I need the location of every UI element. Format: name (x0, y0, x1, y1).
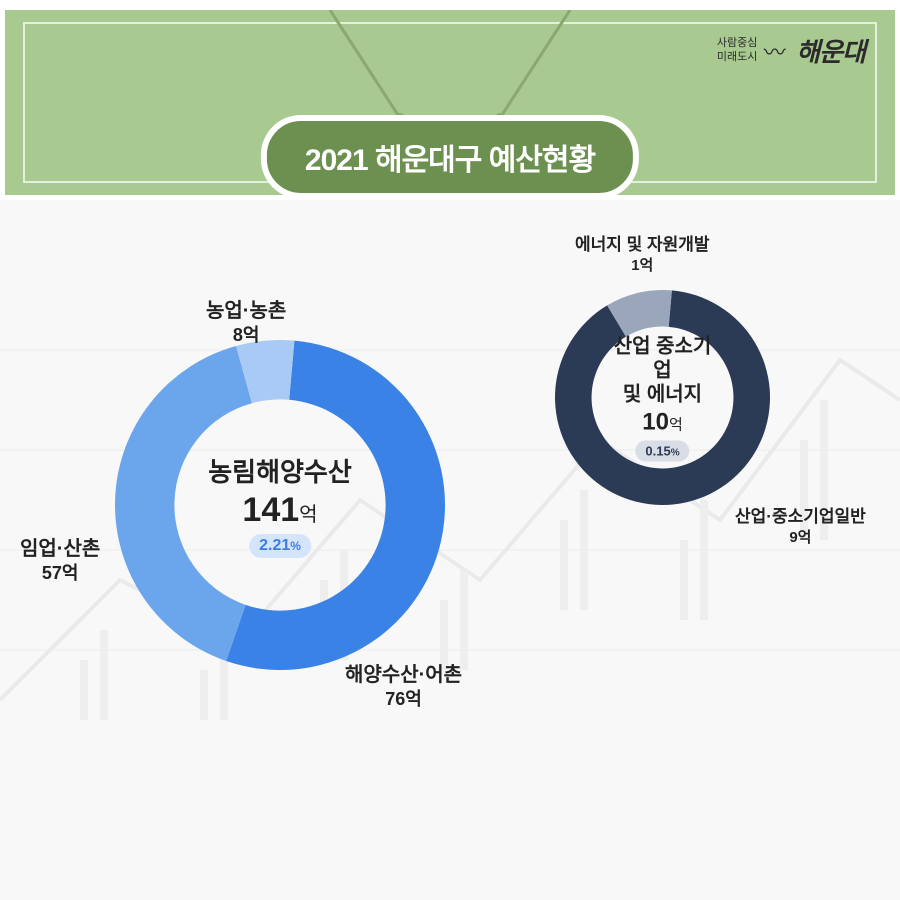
donut1-title: 농림해양수산 (208, 452, 352, 489)
donut1-label-2: 농업·농촌 8억 (206, 298, 286, 347)
donut2-title: 산업 중소기업 및 에너지 (609, 334, 717, 406)
donut2-percent: 0.15 (645, 443, 670, 458)
donut1-total-unit: 억 (299, 504, 317, 526)
donut1-total: 141억 (208, 491, 352, 530)
donut1-percent-badge: 2.21% (249, 534, 311, 558)
donut2-total: 10억 (609, 408, 717, 436)
donut1-percent: 2.21 (259, 537, 290, 554)
donut2-title-2: 및 에너지 (623, 383, 702, 405)
donut2-total-num: 10 (642, 408, 669, 435)
logo-tagline: 사람중심 미래도시 (717, 37, 757, 63)
seg-val: 1억 (575, 256, 710, 276)
donut-chart-industry: 산업 중소기업 및 에너지 10억 0.15% (555, 290, 770, 505)
donut2-center: 산업 중소기업 및 에너지 10억 0.15% (609, 334, 717, 461)
seg-val: 57억 (20, 562, 100, 585)
content-area: 농림해양수산 141억 2.21% 해양수산·어촌 76억 임업·산촌 57억 … (0, 200, 900, 900)
logo-tagline-2: 미래도시 (717, 51, 757, 63)
seg-name: 농업·농촌 (206, 298, 286, 324)
logo: 사람중심 미래도시 〰 해운대 (717, 32, 865, 69)
hanger-icon (270, 10, 630, 130)
donut1-label-1: 임업·산촌 57억 (20, 536, 100, 585)
donut2-label-1: 에너지 및 자원개발 1억 (575, 234, 710, 276)
logo-text: 해운대 (796, 32, 865, 69)
seg-name: 산업·중소기업일반 (735, 506, 866, 528)
logo-tagline-1: 사람중심 (717, 37, 757, 49)
donut2-label-0: 산업·중소기업일반 9억 (735, 506, 866, 548)
donut2-percent-badge: 0.15% (635, 440, 689, 461)
seg-name: 해양수산·어촌 (345, 662, 462, 688)
seg-val: 76억 (345, 688, 462, 711)
seg-val: 8억 (206, 324, 286, 347)
donut1-total-num: 141 (242, 491, 299, 529)
donut1-center: 농림해양수산 141억 2.21% (208, 452, 352, 558)
donut1-percent-sym: % (290, 539, 301, 553)
donut2-total-unit: 억 (669, 416, 683, 433)
wave-icon: 〰 (764, 35, 786, 67)
page-title: 2021 해운대구 예산현황 (261, 115, 639, 199)
donut2-title-1: 산업 중소기업 (614, 335, 712, 381)
donut-chart-agriculture: 농림해양수산 141억 2.21% (115, 340, 445, 670)
donut1-label-0: 해양수산·어촌 76억 (345, 662, 462, 711)
seg-name: 임업·산촌 (20, 536, 100, 562)
seg-val: 9억 (735, 528, 866, 548)
seg-name: 에너지 및 자원개발 (575, 234, 710, 256)
donut2-percent-sym: % (671, 447, 680, 458)
